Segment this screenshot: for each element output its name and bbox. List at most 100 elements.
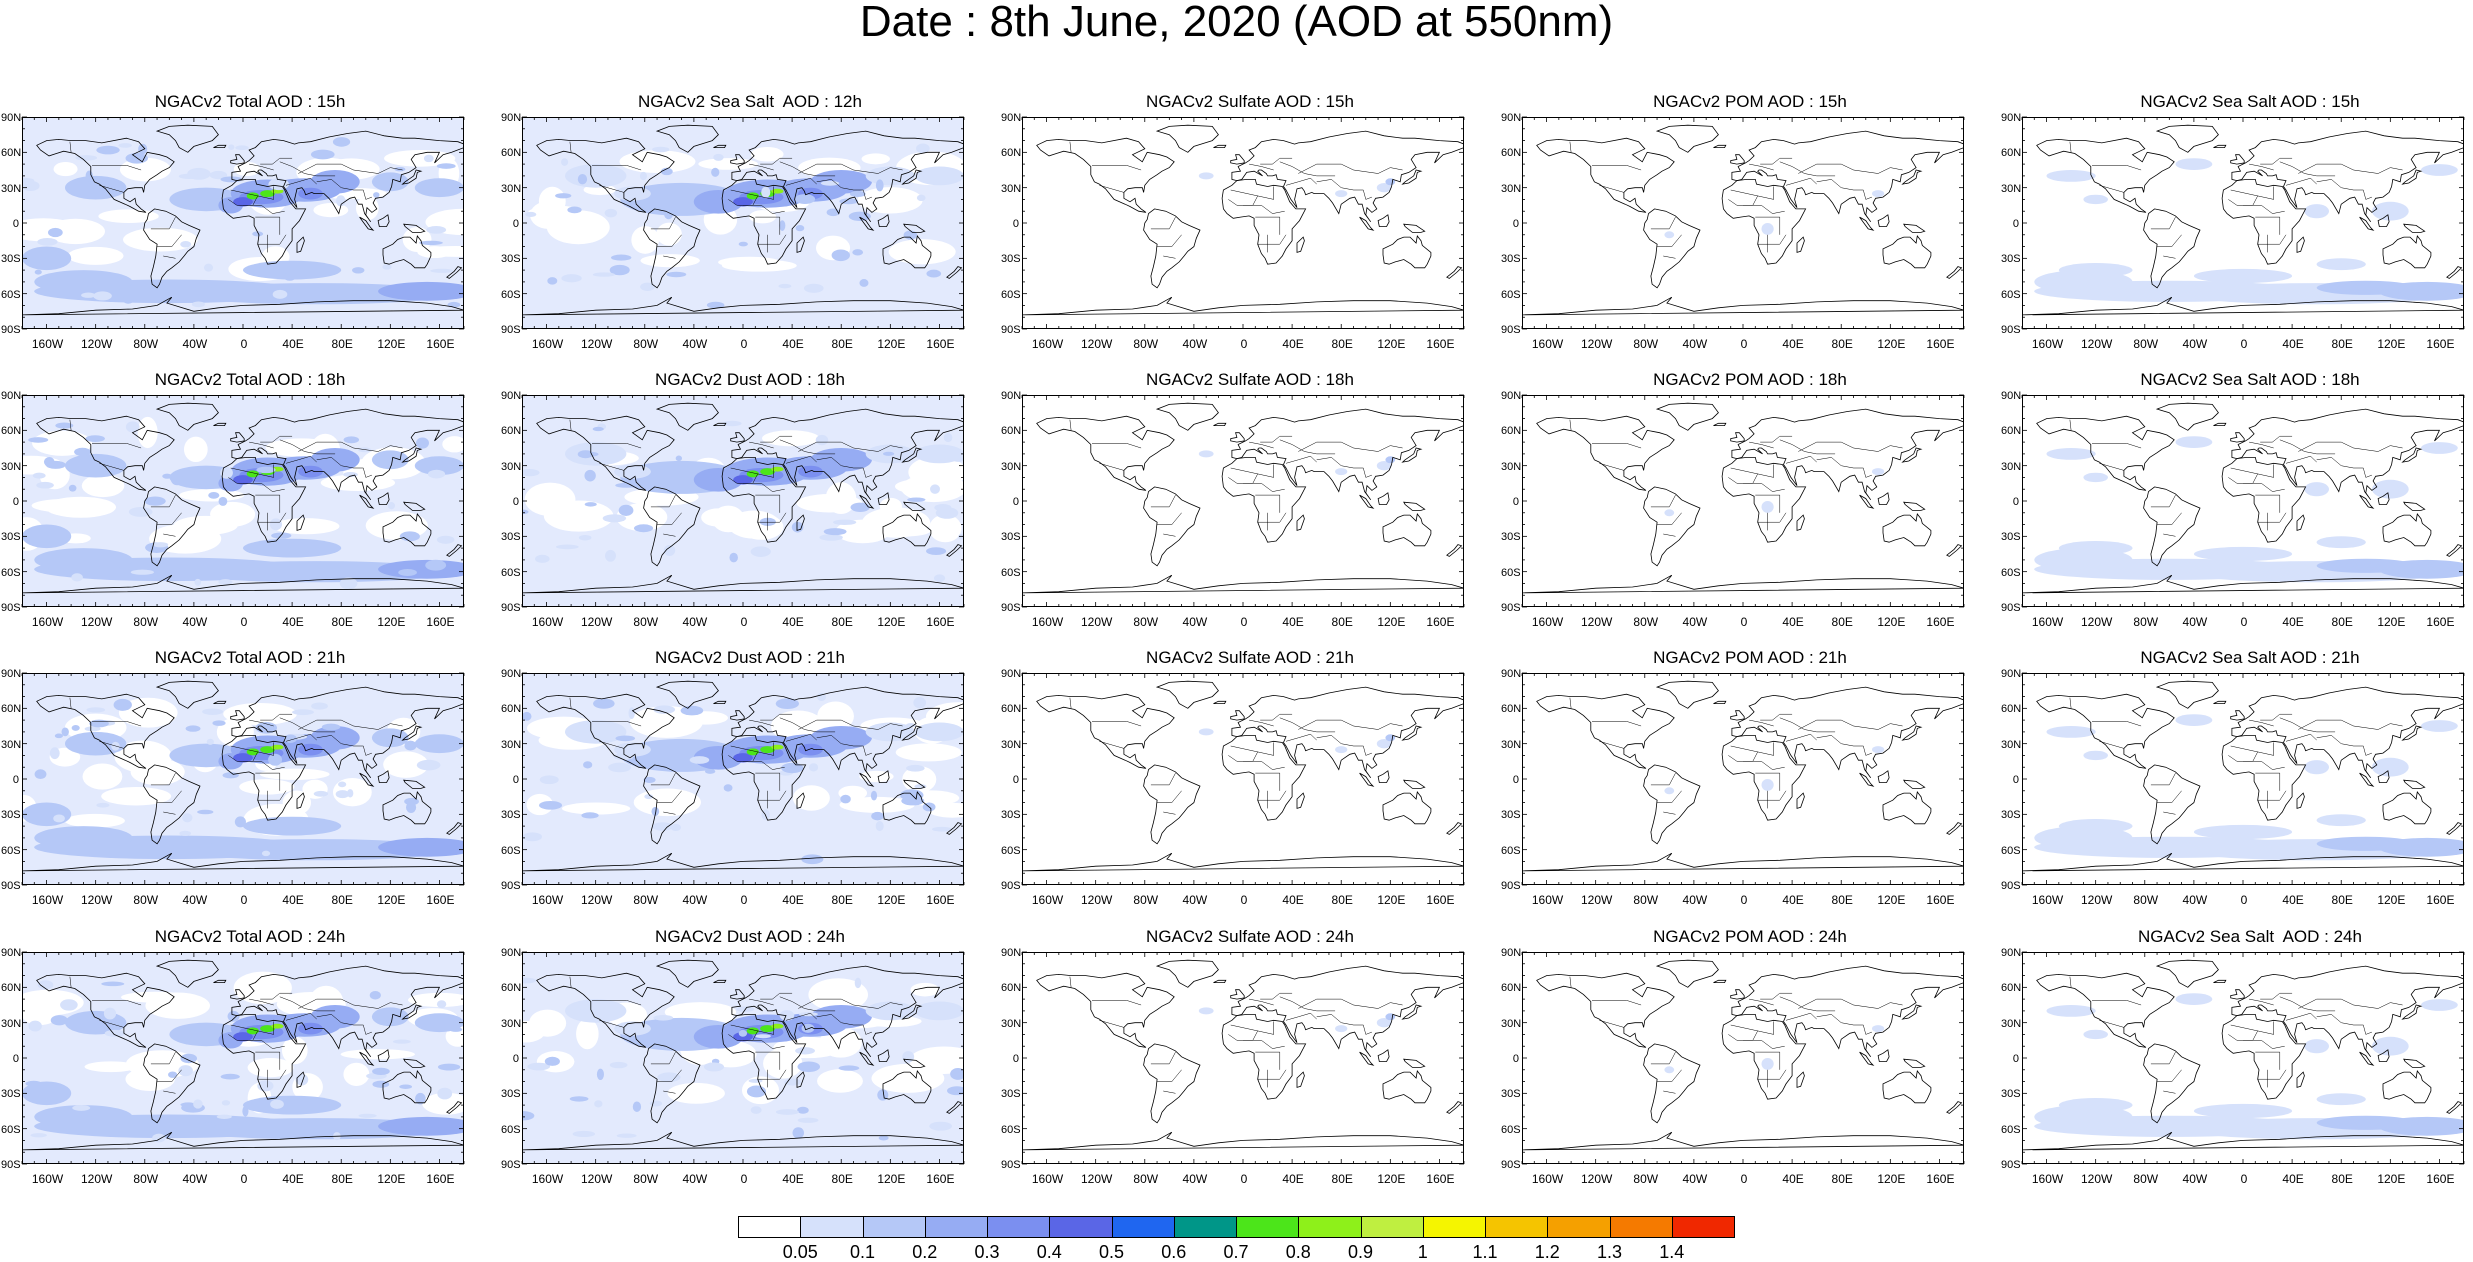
aod-contour-speck [84,726,101,732]
longitude-label: 0 [1740,337,1748,351]
longitude-label: 40W [1682,337,1708,351]
aod-contour-speck [613,753,634,761]
coastline [731,686,964,779]
panel-title: NGACv2 POM AOD : 15h [1653,92,1847,111]
coastline [1536,972,1675,1048]
aod-contour-speck [592,426,604,432]
country-border [2316,457,2364,469]
longitude-label: 160W [1531,337,1564,351]
coastline [2401,725,2423,741]
coastline [230,432,245,443]
aod-contour-speck [795,225,805,232]
country-border [1099,185,1124,193]
country-border [853,1002,903,1009]
aod-contour-speck [775,1109,799,1115]
country-border [755,494,781,513]
longitude-label: 80E [2331,1172,2353,1186]
longitude-label: 40E [1782,1172,1804,1186]
country-border [2363,189,2372,200]
aod-contour-speck [202,1121,216,1131]
coastline [1796,1071,1805,1088]
country-border [1285,1012,1317,1021]
coastline [2401,169,2423,185]
coastline [1377,770,1390,783]
country-border [1298,998,1354,1009]
coastline [655,402,719,431]
coastline [1213,979,1227,983]
longitude-label: 160W [531,893,564,907]
panel-title: NGACv2 Total AOD : 24h [154,927,346,946]
coastline [946,1101,963,1114]
aod-contour-speck [221,1100,231,1106]
country-border [2285,1012,2317,1021]
longitude-label: 0 [1240,337,1248,351]
aod-contour-region [614,186,651,201]
country-border [592,1000,642,1006]
coastline [730,989,745,1000]
coastline [1731,965,1964,1058]
aod-contour-speck [47,227,63,238]
longitude-label: 120W [80,337,113,351]
coastline [859,494,875,509]
country-border [2353,445,2403,452]
country-border [2150,216,2176,230]
coastline [22,852,464,872]
aod-contour-speck [103,1007,117,1020]
aod-contour-region [34,1105,133,1129]
country-border [730,1021,774,1035]
aod-contour-region [1198,728,1214,736]
aod-map [521,672,965,886]
aod-contour-speck [216,1114,232,1119]
country-border [228,473,258,484]
longitude-label: 0 [1240,893,1248,907]
country-border [1730,742,1774,756]
country-border [1863,1024,1872,1035]
coastline [1643,764,1701,845]
aod-contour-speck [425,559,447,571]
country-border [757,234,787,245]
country-border [279,717,336,733]
coastline [377,214,390,227]
country-border [163,533,176,537]
country-border [1249,163,1274,171]
country-border [1353,723,1403,730]
coastline [713,144,727,148]
country-border [2157,1069,2182,1082]
country-border [92,1000,142,1006]
longitude-label: 80W [633,1172,659,1186]
longitude-label: 120E [2377,1172,2406,1186]
aod-contour-region [1761,779,1774,791]
country-border [1099,741,1124,749]
latitude-label: 60S [2001,288,2021,301]
country-border [1230,1021,1274,1035]
aod-contour-region [243,538,342,558]
latitude-label: 90S [1501,324,1521,336]
aod-contour-speck [905,723,916,728]
aod-contour-region [1335,190,1348,198]
latitude-label: 0 [1012,774,1019,786]
coastline [946,544,963,557]
country-border [730,464,774,478]
country-border [2228,473,2258,484]
coastline [359,772,375,787]
coastline [1713,144,1727,148]
longitude-label: 40W [682,1172,708,1186]
map-frame: 90N 60N 30N 0 30S 60S 90S 160W 120W 80W 40W 0 40E 80E… [2001,668,2464,907]
longitude-label: 80W [2133,337,2159,351]
latitude-label: 90S [501,602,521,614]
longitude-label: 80E [1831,615,1853,629]
country-border [2279,439,2336,455]
longitude-label: 160E [2426,337,2455,351]
coastline [721,457,807,543]
latitude-label: 90S [2001,880,2021,892]
latitude-label: 90S [1,602,21,614]
coastline [1143,1043,1201,1124]
country-border [2255,494,2281,513]
coastline [143,486,201,567]
country-border [2363,1024,2372,1035]
aod-contour-region [2058,1098,2133,1113]
longitude-label: 160E [1926,1172,1955,1186]
coastline [882,235,932,269]
coastline [2230,432,2245,443]
longitude-label: 120W [80,893,113,907]
